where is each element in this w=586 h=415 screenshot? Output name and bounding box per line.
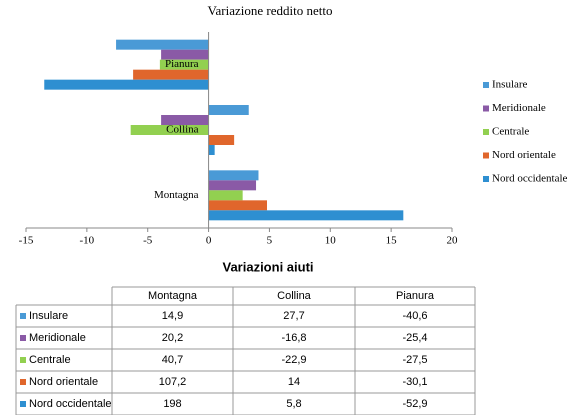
chart-title: Variazione reddito netto xyxy=(208,3,333,18)
bar xyxy=(130,125,209,135)
table-cell: -16,8 xyxy=(281,332,306,344)
x-tick-label: -10 xyxy=(80,235,95,247)
legend-swatch xyxy=(483,129,489,135)
category-label: Pianura xyxy=(165,58,199,70)
legend-swatch xyxy=(483,152,489,159)
legend-label: Insulare xyxy=(492,79,528,91)
legend-swatch xyxy=(483,105,489,112)
category-label: Montagna xyxy=(154,189,199,201)
x-tick-label: -5 xyxy=(143,235,153,247)
x-tick-label: 15 xyxy=(386,235,398,247)
row-swatch xyxy=(20,313,26,319)
legend-label: Meridionale xyxy=(492,102,546,114)
table-title: Variazioni aiuti xyxy=(222,259,313,274)
table-cell: -25,4 xyxy=(402,332,427,344)
row-swatch xyxy=(20,335,26,341)
table-cell: 27,7 xyxy=(283,310,304,322)
x-tick-label: 20 xyxy=(447,235,459,247)
bar xyxy=(161,115,209,125)
row-label: Nord occidentale xyxy=(29,398,112,410)
table-cell: -27,5 xyxy=(402,354,427,366)
row-swatch xyxy=(20,357,26,363)
bar xyxy=(133,69,209,80)
table-cell: -30,1 xyxy=(402,376,427,388)
legend-swatch xyxy=(483,176,489,182)
bar xyxy=(208,190,243,201)
bar xyxy=(208,210,404,221)
table-cell: 14,9 xyxy=(162,310,183,322)
row-label: Nord orientale xyxy=(29,376,98,388)
legend-swatch xyxy=(483,82,489,88)
legend-label: Nord occidentale xyxy=(492,173,568,185)
category-label: Collina xyxy=(166,124,199,136)
legend-label: Centrale xyxy=(492,126,529,138)
legend-label: Nord orientale xyxy=(492,149,556,161)
table-cell: -52,9 xyxy=(402,398,427,410)
bar xyxy=(208,105,249,115)
row-swatch xyxy=(20,401,26,407)
bar xyxy=(208,170,259,181)
column-header: Montagna xyxy=(148,290,198,302)
table-cell: 107,2 xyxy=(159,376,187,388)
row-swatch xyxy=(20,379,26,385)
bar xyxy=(208,200,267,211)
table-cell: 40,7 xyxy=(162,354,183,366)
bar xyxy=(159,59,209,70)
row-label: Insulare xyxy=(29,310,68,322)
bar xyxy=(44,79,209,90)
table-cell: -22,9 xyxy=(281,354,306,366)
column-header: Pianura xyxy=(396,290,435,302)
table-cell: 5,8 xyxy=(286,398,301,410)
column-header: Collina xyxy=(277,290,312,302)
x-tick-label: -15 xyxy=(19,235,34,247)
bar xyxy=(116,39,209,50)
row-label: Centrale xyxy=(29,354,71,366)
x-tick-label: 0 xyxy=(206,235,212,247)
row-label: Meridionale xyxy=(29,332,86,344)
table-cell: 20,2 xyxy=(162,332,183,344)
bar xyxy=(208,145,215,155)
x-tick-label: 5 xyxy=(267,235,273,247)
bar xyxy=(208,135,235,145)
table-cell: 14 xyxy=(288,376,300,388)
bar xyxy=(208,180,257,191)
table-cell: 198 xyxy=(163,398,181,410)
x-tick-label: 10 xyxy=(325,235,337,247)
bar xyxy=(161,49,209,60)
table-cell: -40,6 xyxy=(402,310,427,322)
